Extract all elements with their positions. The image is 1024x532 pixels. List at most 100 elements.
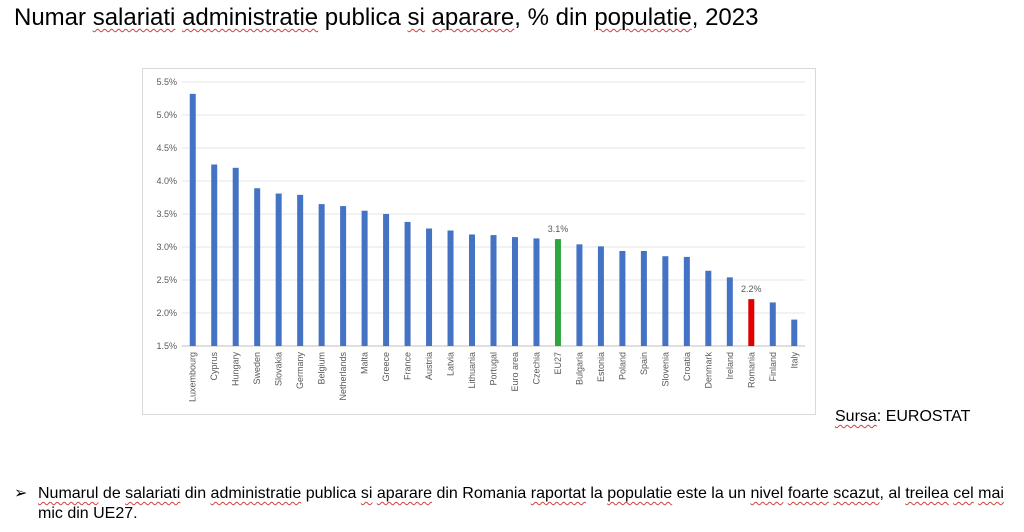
bar-malta	[361, 210, 368, 346]
bar-slovenia	[662, 256, 669, 346]
bar-latvia	[447, 230, 454, 346]
title-fragment: , % din	[514, 4, 595, 31]
x-tick-label: Poland	[617, 352, 627, 380]
bar-hungary	[232, 167, 239, 346]
x-tick-label: Sweden	[252, 352, 262, 385]
bar-czechia	[533, 238, 540, 346]
x-tick-label: Croatia	[682, 352, 692, 381]
bar-ireland	[726, 277, 733, 346]
bar-chart: 1.5% 2.0% 2.5% 3.0% 3.5% 4.0% 4.5% 5.0% 5.5% Luxe…	[156, 77, 805, 402]
bullet-fragment: administratie	[210, 485, 302, 502]
x-tick-label: Slovakia	[274, 352, 284, 386]
x-tick-label: Portugal	[489, 352, 499, 386]
bar-slovakia	[275, 193, 282, 346]
bullet-text: Numarul de salariati din administratie p…	[38, 484, 1023, 524]
x-tick-label: Euro area	[510, 352, 520, 392]
x-tick-label: Lithuania	[467, 352, 477, 389]
bar-austria	[426, 228, 433, 346]
bullet-fragment: Numarul	[38, 485, 99, 502]
x-tick-label: Germany	[295, 352, 305, 390]
x-tick-label: Luxembourg	[188, 352, 198, 402]
bullet-fragment: publica	[301, 485, 361, 502]
bullet-fragment: treilea	[905, 485, 949, 502]
bar-spain	[640, 250, 647, 346]
y-tick-label: 3.5%	[156, 209, 177, 219]
x-tick-label: Slovenia	[660, 352, 670, 387]
bar-poland	[619, 250, 626, 346]
bar-germany	[297, 194, 304, 346]
chart-frame: 1.5% 2.0% 2.5% 3.0% 3.5% 4.0% 4.5% 5.0% 5.5% Luxe…	[142, 68, 816, 415]
bullet-fragment: aparare	[376, 485, 433, 502]
x-tick-label: Italy	[789, 352, 799, 369]
x-tick-label: Denmark	[703, 352, 713, 389]
x-tick-label: EU27	[553, 352, 563, 375]
bullet-fragment: mai	[978, 485, 1004, 502]
title-fragment: Numar	[14, 4, 93, 31]
y-tick-label: 3.0%	[156, 242, 177, 252]
bar-finland	[769, 302, 776, 346]
bullet-fragment: din	[180, 485, 211, 502]
y-tick-label: 4.5%	[156, 143, 177, 153]
title-fragment: aparare	[431, 4, 515, 31]
page-title: Numar salariati administratie publica si…	[14, 4, 758, 32]
bullet-fragment: de	[98, 485, 126, 502]
x-tick-label: Ireland	[725, 352, 735, 380]
bar-estonia	[597, 246, 604, 346]
bullet-fragment: foarte	[787, 485, 829, 502]
x-tick-label: Czechia	[531, 352, 541, 385]
source-note: Sursa: EUROSTAT	[835, 408, 970, 426]
x-tick-label: Latvia	[446, 352, 456, 376]
x-tick-label: Bulgaria	[574, 352, 584, 385]
x-tick-label: Malta	[360, 352, 370, 374]
bar-sweden	[254, 188, 261, 346]
source-value: : EUROSTAT	[876, 408, 971, 425]
data-label: 2.2%	[741, 284, 762, 294]
bullet-fragment: la	[585, 485, 608, 502]
title-fragment: publica	[318, 4, 408, 31]
bar-euro-area	[511, 237, 518, 346]
bullet-fragment: este la un	[672, 485, 751, 502]
bar-luxembourg	[189, 93, 196, 346]
bar-lithuania	[469, 234, 476, 346]
bullet-fragment: salariati	[125, 485, 181, 502]
bar-denmark	[705, 270, 712, 346]
x-tick-label: Austria	[424, 352, 434, 380]
data-label: 3.1%	[548, 224, 569, 234]
bullet-fragment: nivel	[750, 485, 784, 502]
x-tick-label: Spain	[639, 352, 649, 375]
x-tick-label: Netherlands	[338, 352, 348, 401]
y-tick-label: 5.5%	[156, 77, 177, 87]
bar-belgium	[318, 204, 325, 346]
bar-bulgaria	[576, 244, 583, 346]
title-fragment: si	[407, 4, 425, 31]
bar-france	[404, 221, 411, 346]
bullet-fragment: din Romania	[432, 485, 531, 502]
bar-croatia	[683, 256, 690, 346]
bar-greece	[383, 214, 390, 346]
x-tick-label: Estonia	[596, 352, 606, 382]
title-fragment: populatie	[594, 4, 692, 31]
bullet-fragment: raportat	[530, 485, 586, 502]
x-tick-label: Cyprus	[209, 352, 219, 381]
bullet-fragment: mic din UE27.	[38, 505, 138, 522]
bar-italy	[791, 319, 798, 346]
x-tick-label: Finland	[768, 352, 778, 382]
title-fragment: , 2023	[691, 4, 759, 31]
source-label: Sursa	[835, 408, 877, 425]
bar-cyprus	[211, 164, 218, 346]
y-tick-label: 2.0%	[156, 308, 177, 318]
bullet-fragment: , al	[879, 485, 906, 502]
arrow-bullet-icon: ➢	[14, 485, 28, 502]
x-tick-label: Hungary	[231, 352, 241, 387]
bar-eu27	[554, 239, 561, 346]
title-fragment: administratie	[182, 4, 319, 31]
y-tick-label: 2.5%	[156, 275, 177, 285]
y-tick-label: 4.0%	[156, 176, 177, 186]
bar-netherlands	[340, 206, 347, 346]
bullet-fragment: cel	[953, 485, 974, 502]
bar-portugal	[490, 235, 497, 346]
x-tick-label: France	[403, 352, 413, 380]
bullet-fragment: populatie	[607, 485, 673, 502]
x-tick-label: Romania	[746, 352, 756, 388]
title-fragment	[425, 4, 432, 31]
